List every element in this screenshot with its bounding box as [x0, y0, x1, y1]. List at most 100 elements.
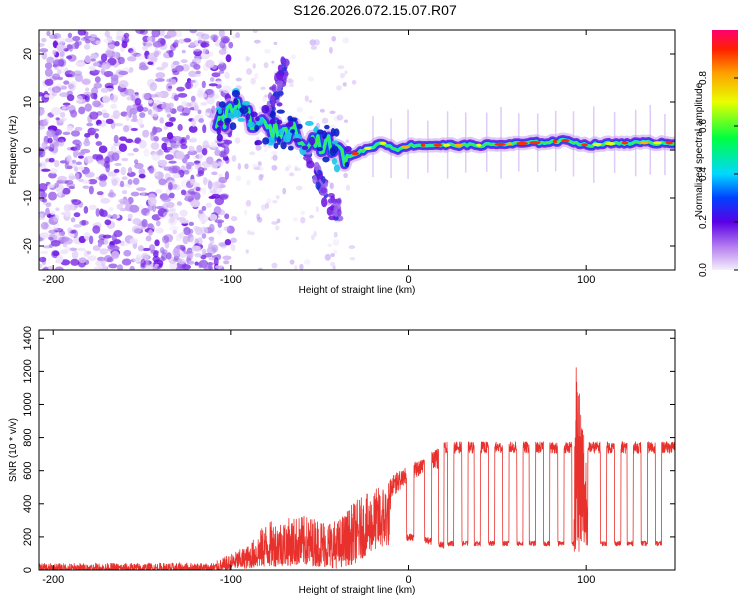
noise-blob — [200, 33, 210, 40]
ridge-hotspot — [592, 142, 602, 147]
ridge-blob — [290, 129, 296, 134]
noise-blob — [179, 244, 186, 250]
noise-blob — [42, 118, 49, 127]
branch-blob — [269, 86, 276, 91]
noise-blob — [339, 72, 346, 79]
noise-blob — [179, 112, 190, 116]
noise-blob — [209, 214, 218, 221]
noise-blob — [90, 92, 98, 100]
noise-blob — [85, 87, 90, 92]
branch-blob — [320, 187, 327, 194]
noise-blob — [104, 219, 112, 226]
noise-blob — [166, 132, 174, 140]
noise-blob — [138, 173, 146, 179]
noise-blob — [112, 51, 120, 59]
branch-blob — [334, 198, 342, 204]
noise-blob — [114, 162, 122, 167]
noise-blob — [138, 139, 147, 149]
noise-blob — [172, 60, 180, 66]
noise-blob — [219, 194, 229, 200]
noise-blob — [185, 134, 190, 140]
noise-blob — [247, 230, 251, 235]
noise-blob — [202, 187, 207, 195]
noise-blob — [218, 173, 223, 179]
noise-blob — [210, 34, 219, 41]
noise-blob — [59, 111, 66, 118]
ridge-blob — [276, 109, 285, 114]
noise-blob — [289, 171, 294, 177]
ridge-hotspot — [443, 143, 451, 147]
noise-blob — [64, 211, 72, 217]
noise-blob — [200, 42, 210, 48]
noise-blob — [123, 32, 130, 38]
noise-blob — [69, 247, 77, 251]
noise-blob — [73, 166, 79, 172]
ridge-blob — [344, 145, 352, 152]
noise-blob — [299, 263, 304, 270]
ridge-blob — [239, 106, 249, 115]
noise-blob — [294, 265, 298, 270]
noise-blob — [216, 229, 223, 235]
noise-blob — [75, 143, 81, 151]
noise-blob — [290, 54, 296, 60]
noise-blob — [95, 141, 103, 146]
noise-blob — [223, 260, 230, 265]
noise-blob — [155, 220, 161, 227]
noise-blob — [83, 44, 91, 50]
noise-blob — [60, 259, 71, 266]
noise-blob — [147, 197, 157, 206]
ridge-hotspot — [516, 141, 528, 145]
noise-blob — [68, 185, 76, 190]
colorbar-label: Normalized spectral amplitude — [694, 82, 705, 217]
noise-blob — [45, 202, 52, 208]
noise-blob — [183, 250, 193, 255]
noise-blob — [256, 213, 261, 220]
noise-blob — [130, 191, 140, 197]
noise-blob — [121, 40, 128, 49]
noise-blob — [198, 209, 204, 214]
noise-blob — [178, 232, 185, 239]
noise-blob — [83, 139, 91, 147]
noise-blob — [119, 136, 127, 142]
snr-ytick-label: 1000 — [22, 392, 34, 416]
noise-blob — [231, 155, 237, 162]
noise-blob — [48, 148, 55, 152]
noise-blob — [206, 156, 214, 165]
noise-blob — [235, 175, 242, 182]
noise-blob — [222, 85, 232, 94]
noise-blob — [184, 190, 194, 199]
noise-blob — [105, 87, 114, 92]
noise-blob — [41, 51, 48, 60]
noise-blob — [200, 254, 207, 260]
spectrogram-ytick-label: -10 — [22, 190, 34, 206]
ridge-hotspot — [552, 139, 558, 144]
noise-blob — [94, 221, 101, 226]
noise-blob — [224, 156, 230, 164]
noise-blob — [198, 152, 203, 162]
noise-blob — [145, 235, 152, 242]
noise-blob — [197, 109, 202, 115]
noise-blob — [146, 36, 153, 42]
ridge-hotspot — [653, 141, 662, 145]
noise-blob — [49, 226, 59, 231]
ridge-hotspot — [433, 143, 443, 147]
noise-blob — [83, 206, 89, 214]
ridge-blob — [216, 126, 222, 136]
noise-blob — [107, 244, 115, 250]
noise-blob — [196, 144, 203, 153]
noise-blob — [44, 62, 53, 70]
noise-blob — [282, 187, 287, 195]
noise-blob — [66, 94, 75, 102]
noise-blob — [264, 147, 268, 153]
noise-blob — [319, 108, 325, 113]
noise-blob — [48, 34, 58, 40]
snr-panel: -200 -100 0 100 0 200 400 600 800 1000 1200 1400 H… — [8, 326, 676, 596]
noise-blob — [51, 86, 62, 93]
noise-blob — [218, 70, 225, 74]
noise-blob — [53, 159, 60, 168]
noise-blob — [76, 161, 82, 166]
branch-blob — [281, 66, 287, 72]
page-title: S126.2026.072.15.07.R07 — [293, 2, 457, 18]
noise-blob — [168, 165, 178, 174]
